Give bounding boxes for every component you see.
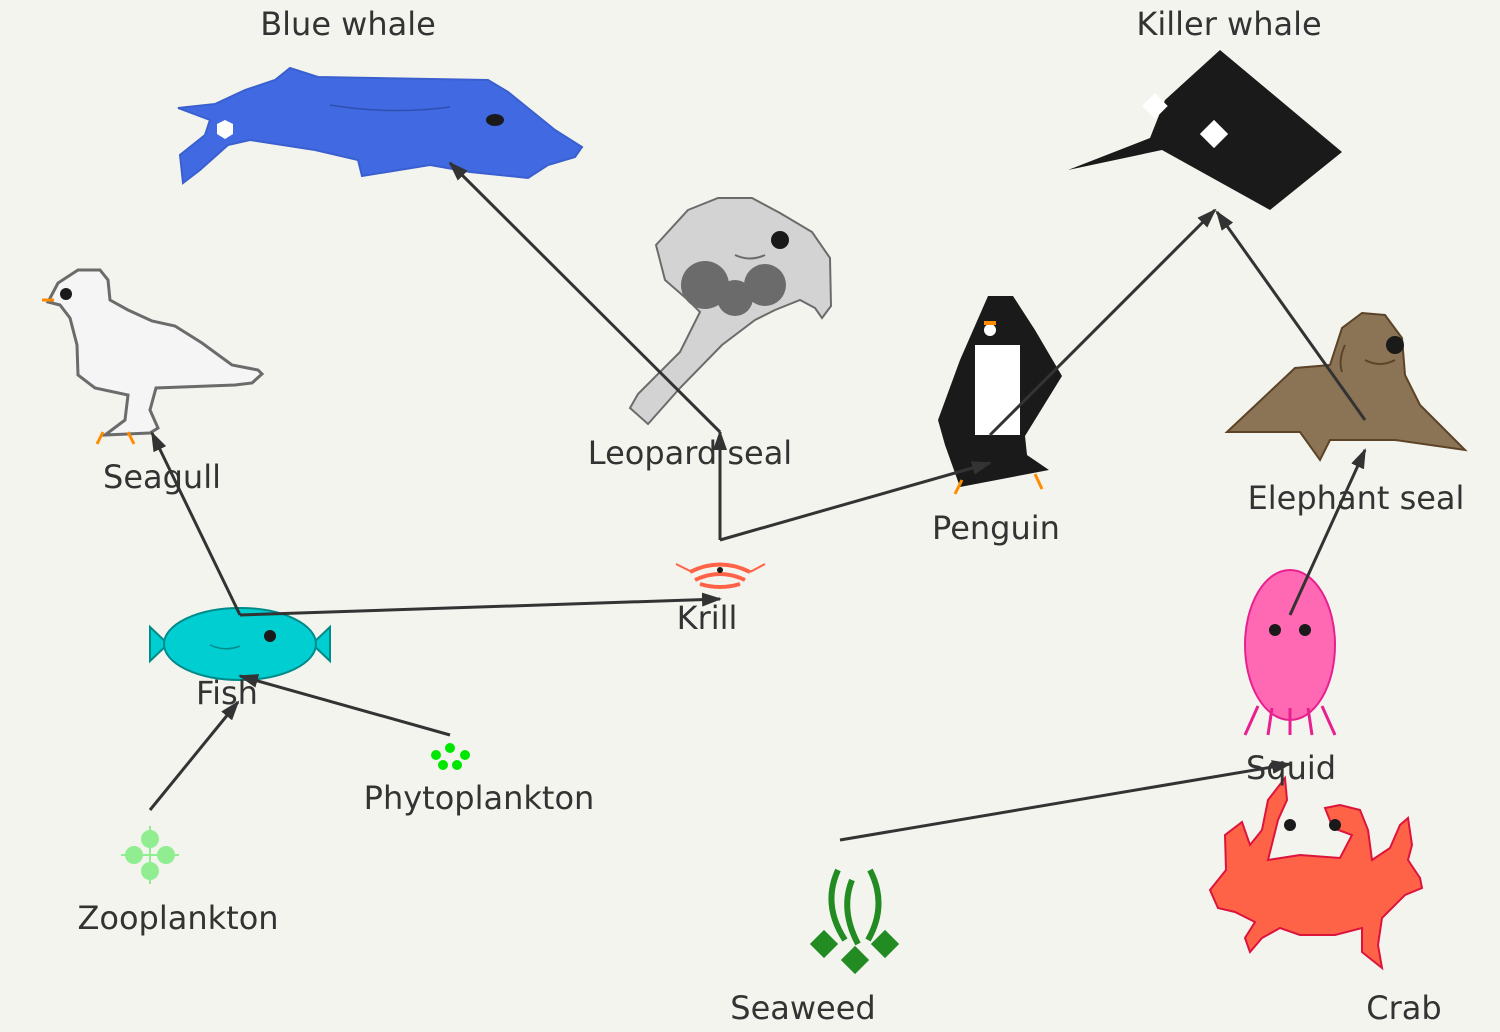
squid-icon (1243, 569, 1337, 736)
label-squid: Squid (1246, 749, 1336, 787)
killer-whale-icon (1068, 50, 1342, 210)
blue-whale-icon (177, 66, 584, 185)
label-fish: Fish (196, 674, 258, 712)
phytoplankton-icon (431, 743, 470, 770)
label-seagull: Seagull (103, 458, 221, 496)
penguin-icon (938, 296, 1062, 495)
arrow-seaweed-to-squid (839, 760, 1292, 842)
label-zooplankton: Zooplankton (77, 899, 278, 937)
label-krill: Krill (677, 599, 738, 637)
krill-icon (675, 562, 766, 589)
label-seaweed: Seaweed (730, 989, 875, 1027)
elephant-seal-icon (1224, 311, 1468, 462)
label-elephant-seal: Elephant seal (1248, 479, 1465, 517)
label-phytoplankton: Phytoplankton (364, 779, 595, 817)
crab-icon (1208, 775, 1424, 971)
zooplankton-icon (121, 826, 179, 884)
arrow-phytoplankton-to-fish (238, 674, 451, 737)
label-crab: Crab (1366, 989, 1441, 1027)
arrow-elephant-seal-to-killer-whale (1215, 210, 1367, 421)
arrow-squid-to-elephant-seal (1288, 448, 1367, 616)
fish-icon (149, 607, 331, 681)
arrow-leopard-seal-to-blue-whale (448, 161, 722, 434)
arrow-fish-to-krill (239, 592, 722, 617)
seaweed-icon (809, 868, 900, 975)
arrow-krill-to-penguin (719, 461, 992, 542)
arrow-fish-to-seagull (150, 431, 242, 616)
label-leopard-seal: Leopard seal (588, 434, 792, 472)
arrow-penguin-to-killer-whale (988, 208, 1217, 437)
label-blue-whale: Blue whale (260, 5, 436, 43)
seagull-icon (42, 268, 265, 445)
leopard-seal-icon (628, 197, 833, 426)
label-penguin: Penguin (932, 509, 1060, 547)
arrow-zooplankton-to-fish (148, 700, 240, 811)
label-killer-whale: Killer whale (1136, 5, 1321, 43)
